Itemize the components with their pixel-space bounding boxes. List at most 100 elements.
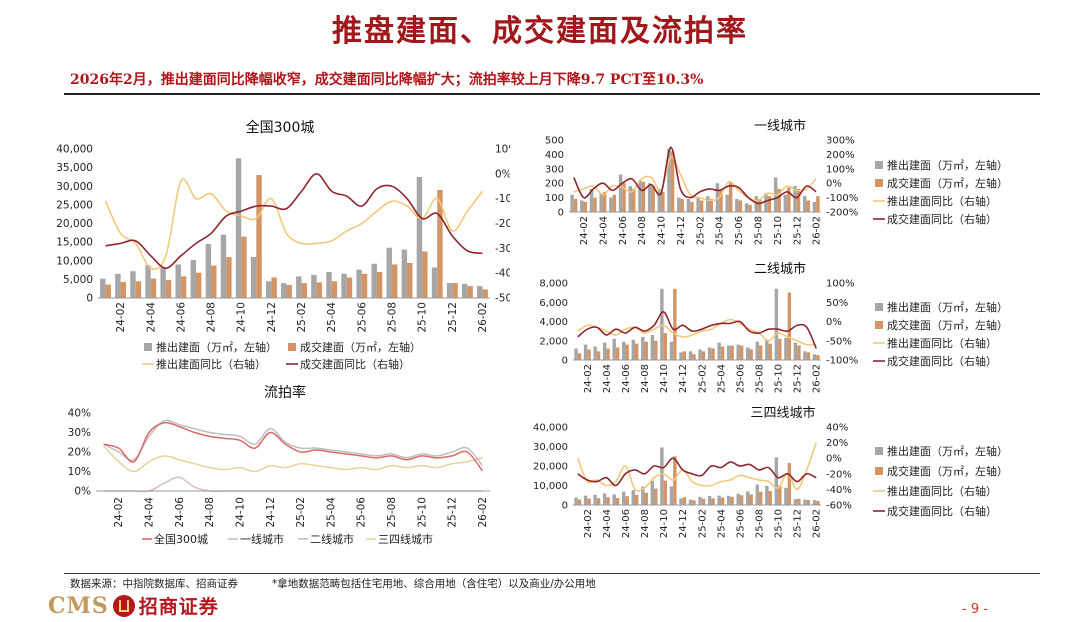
bar-pushed (641, 336, 645, 360)
bar-traded (719, 190, 723, 212)
legend-label-pushed_yoy: 推出建面同比（右轴） (887, 336, 997, 350)
bar-pushed (679, 498, 683, 505)
x-tick-label: 24-06 (174, 497, 186, 528)
x-tick-label: 24-08 (206, 302, 218, 333)
x-tick-label: 24-12 (676, 216, 687, 245)
bar-pushed (707, 496, 712, 505)
y-tick-left: 25,000 (56, 199, 93, 211)
y-tick-right: -100% (826, 356, 858, 367)
bar-traded (641, 181, 646, 212)
bar-pushed (602, 342, 607, 360)
bar-traded (422, 251, 428, 298)
chart-title: 全国300城 (246, 119, 315, 136)
bar-traded (606, 497, 610, 505)
legend-label-pushed: 推出建面（万㎡，左轴） (887, 158, 1008, 172)
bar-traded (437, 189, 443, 298)
bar-pushed (803, 499, 807, 505)
bar-traded (768, 490, 772, 505)
y-tick-right: -40% (826, 485, 852, 496)
x-tick-label: 24-12 (265, 497, 277, 528)
y-tick-left: 400 (545, 150, 564, 161)
bar-pushed (657, 188, 662, 212)
bar-pushed (793, 186, 797, 212)
bar-traded (806, 200, 810, 212)
bar-pushed (609, 197, 613, 212)
legend-swatch-traded (875, 467, 883, 475)
bar-pushed (628, 186, 632, 212)
bar-pushed (686, 199, 691, 212)
y-tick-left: 20,000 (56, 218, 93, 230)
x-tick-label: 25-02 (295, 497, 307, 528)
bar-traded (682, 351, 687, 360)
bar-pushed (115, 273, 121, 298)
bar-traded (777, 188, 781, 212)
data-note: *拿地数据范畴包括住宅用地、综合用地（含住宅）以及商业/办公用地 (272, 578, 596, 590)
bar-pushed (593, 494, 597, 505)
bar-pushed (812, 201, 817, 212)
bar-traded (816, 355, 820, 360)
y-tick-right: 10% (495, 144, 510, 156)
bar-traded (701, 498, 706, 505)
page-title: 推盘建面、成交建面及流拍率 (332, 14, 748, 49)
x-tick-label: 25-10 (416, 497, 428, 528)
y-tick: 10% (68, 466, 91, 478)
bar-traded (482, 289, 488, 298)
y-tick-left: 40,000 (56, 144, 93, 156)
legend-label-rate_t34: 三四线城市 (378, 532, 433, 546)
y-tick-right: 100% (826, 279, 855, 290)
line-rate_t1 (103, 476, 483, 493)
bar-traded (644, 492, 648, 505)
y-tick-right: 0% (826, 454, 842, 465)
legend-label-pushed: 推出建面（万㎡，左轴） (887, 300, 1008, 314)
bar-traded (701, 351, 706, 360)
bar-traded (711, 348, 715, 360)
legend-swatch-traded (875, 321, 883, 329)
y-tick-right: 40% (826, 423, 848, 434)
x-tick-label: 24-02 (583, 364, 594, 393)
y-tick-right: 0% (495, 168, 510, 180)
y-tick-right: 0% (826, 317, 842, 328)
bar-traded (680, 199, 684, 212)
bar-traded (602, 191, 607, 212)
x-tick-label: 25-04 (326, 302, 338, 333)
y-tick-left: 20,000 (533, 462, 568, 473)
bar-traded (670, 151, 675, 212)
bar-traded (635, 343, 639, 360)
bar-traded (692, 354, 696, 360)
bar-traded (105, 284, 111, 298)
bar-traded (739, 345, 744, 360)
bar-pushed (311, 274, 317, 298)
bar-pushed (774, 457, 779, 505)
x-tick-label: 24-12 (678, 509, 689, 538)
bar-pushed (326, 271, 332, 298)
bar-pushed (190, 260, 196, 298)
x-tick-label: 25-10 (774, 364, 785, 393)
bar-pushed (296, 276, 302, 298)
bar-traded (346, 277, 353, 298)
x-tick-label: 25-02 (695, 216, 706, 245)
bar-pushed (641, 486, 645, 505)
line-traded_yoy (577, 457, 817, 487)
x-tick-label: 25-04 (716, 364, 727, 393)
x-tick-label: 24-04 (145, 302, 157, 333)
bar-pushed (341, 273, 347, 298)
chart-title: 三四线城市 (750, 405, 815, 421)
bar-traded (767, 196, 772, 212)
bar-pushed (599, 193, 603, 212)
bar-traded (759, 345, 763, 360)
x-tick-label: 25-08 (386, 497, 398, 528)
x-tick-label: 24-10 (236, 302, 248, 333)
bar-traded (730, 345, 734, 360)
y-tick-left: 15,000 (56, 237, 93, 249)
bar-traded (211, 265, 217, 298)
bar-pushed (100, 278, 106, 298)
y-tick-right: -100% (826, 193, 858, 204)
legend-label-rate_t2: 二线城市 (310, 532, 354, 546)
y-tick-left: 100 (545, 193, 564, 204)
bar-traded (768, 343, 772, 360)
bar-pushed (765, 485, 769, 505)
x-tick-label: 25-04 (715, 216, 726, 245)
bar-traded (797, 498, 801, 505)
bar-pushed (698, 496, 702, 505)
bar-pushed (386, 247, 392, 298)
